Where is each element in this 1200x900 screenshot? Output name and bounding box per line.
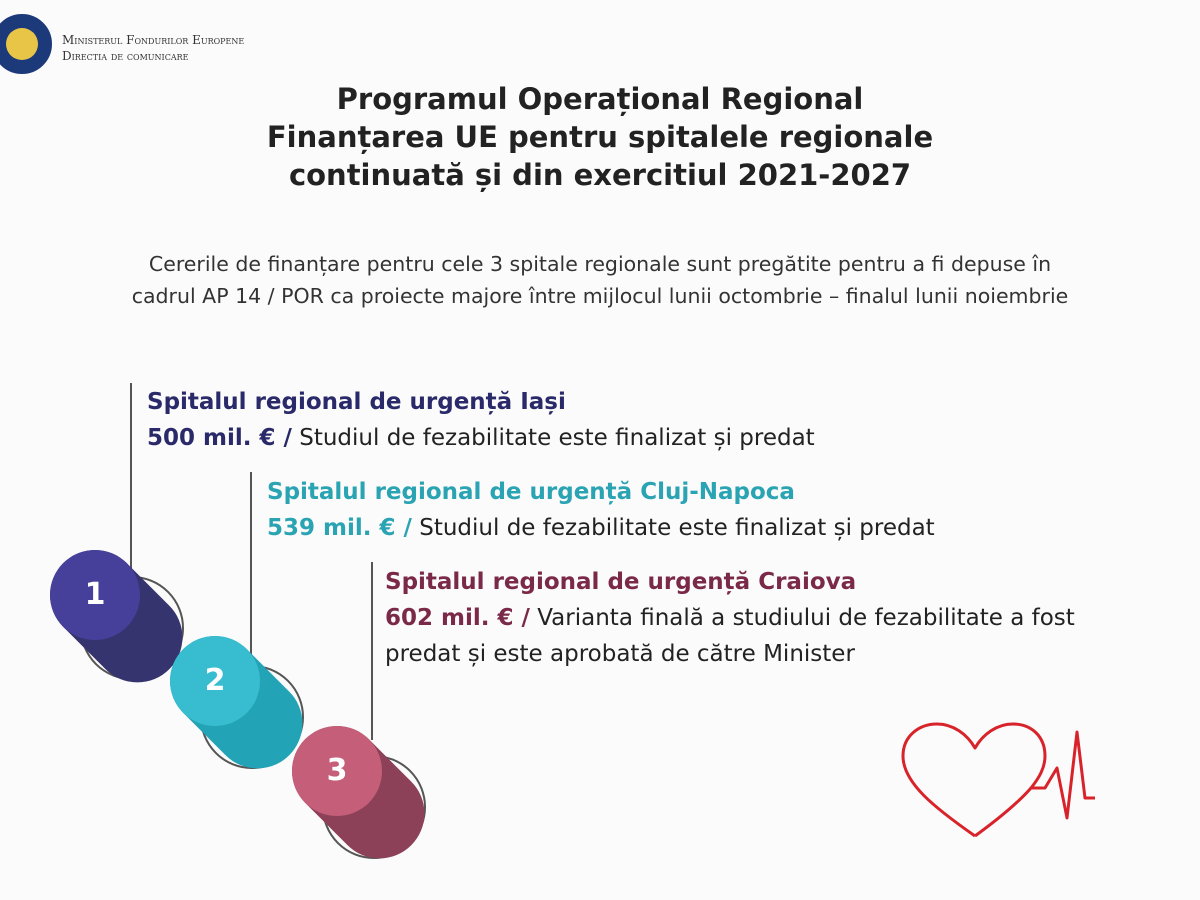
hospital-item-craiova: Spitalul regional de urgență Craiova 602… [385,564,1075,672]
hospital-status: Studiul de fezabilitate este finalizat ș… [299,425,815,451]
hospital-status: Varianta finală a studiului de fezabilit… [537,605,1075,631]
hospital-status: Studiul de fezabilitate este finalizat ș… [419,515,935,541]
hospital-name: Spitalul regional de urgență Craiova [385,569,857,595]
subtitle-line-2: cadrul AP 14 / POR ca proiecte majore în… [131,284,1069,308]
hospital-name: Spitalul regional de urgență Cluj-Napoca [267,479,795,505]
government-logo [0,14,52,74]
step-number-2: 2 [204,663,226,698]
hospital-amount: 602 mil. € / [385,605,530,631]
connector-line-1 [130,383,132,578]
heart-ecg-icon [901,722,1095,838]
organization-name: Ministerul Fondurilor Europene Directia … [62,32,244,64]
title-line-1: Programul Operațional Regional [336,82,864,116]
hospital-name: Spitalul regional de urgență Iași [147,389,566,415]
hospital-item-iasi: Spitalul regional de urgență Iași 500 mi… [147,384,815,456]
hospital-item-cluj: Spitalul regional de urgență Cluj-Napoca… [267,474,935,546]
org-line-2: Directia de comunicare [62,49,189,63]
hospital-status-continued: predat și este aprobată de către Ministe… [385,641,855,667]
subtitle-line-1: Cererile de finanțare pentru cele 3 spit… [148,252,1052,276]
org-line-1: Ministerul Fondurilor Europene [62,33,245,47]
hospital-amount: 500 mil. € / [147,425,292,451]
step-number-3: 3 [326,753,348,788]
hospital-amount: 539 mil. € / [267,515,412,541]
subtitle: Cererile de finanțare pentru cele 3 spit… [0,248,1200,312]
connector-line-2 [250,472,252,668]
title-line-3: continuată și din exercitiul 2021-2027 [288,158,912,192]
page-title: Programul Operațional Regional Finanțare… [0,80,1200,194]
step-number-1: 1 [84,577,106,612]
connector-line-3 [371,562,373,740]
title-line-2: Finanțarea UE pentru spitalele regionale [266,120,934,154]
